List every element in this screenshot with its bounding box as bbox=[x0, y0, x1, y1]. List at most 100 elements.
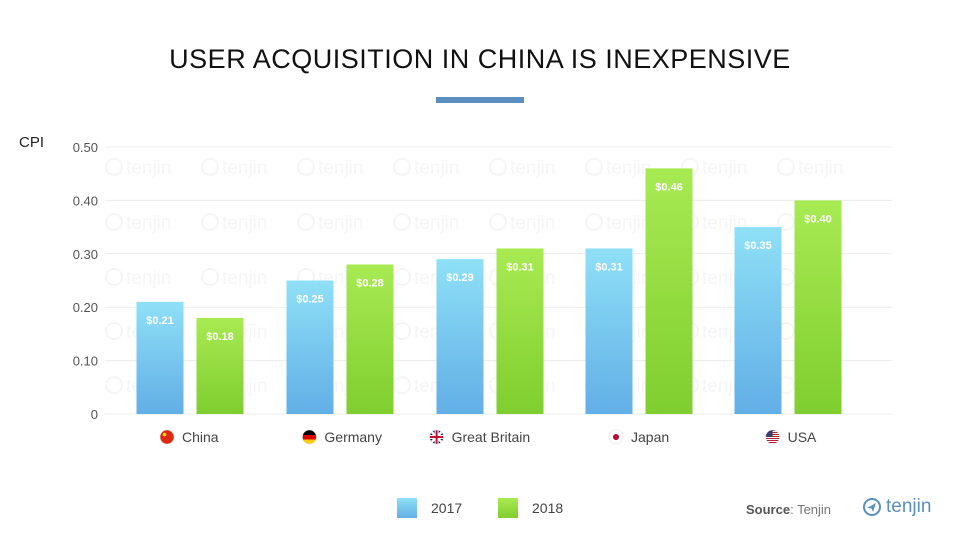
germany-flag-icon bbox=[302, 430, 317, 444]
watermark: tenjin bbox=[585, 158, 651, 179]
bar-2017-great-britain bbox=[436, 259, 484, 414]
tenjin-logo-text: tenjin bbox=[886, 496, 932, 517]
watermark: tenjin bbox=[105, 158, 171, 179]
bar-2018-japan bbox=[645, 168, 693, 414]
y-tick-label: 0.10 bbox=[73, 354, 98, 369]
watermark: tenjin bbox=[393, 158, 459, 179]
legend-label-2018: 2018 bbox=[532, 500, 564, 516]
source-label: Source bbox=[746, 502, 791, 517]
watermark: tenjin bbox=[585, 213, 651, 234]
bar-2017-japan bbox=[585, 248, 633, 414]
x-category-japan: Japan bbox=[608, 429, 669, 445]
watermark-logo-icon bbox=[585, 158, 603, 176]
watermark-logo-icon bbox=[777, 158, 795, 176]
watermark-logo-icon bbox=[105, 376, 123, 394]
watermark-text: tenjin bbox=[606, 213, 651, 234]
bar-data-label: $0.31 bbox=[595, 261, 623, 273]
watermark: tenjin bbox=[105, 268, 171, 289]
bar-data-label: $0.40 bbox=[804, 213, 832, 225]
source-note: Source: Tenjin bbox=[746, 502, 831, 517]
watermark-logo-icon bbox=[585, 213, 603, 231]
y-tick-label: 0.50 bbox=[73, 140, 98, 155]
y-tick-label: 0.40 bbox=[73, 193, 98, 208]
watermark-text: tenjin bbox=[510, 158, 555, 179]
y-axis-title: CPI bbox=[19, 134, 45, 151]
watermark: tenjin bbox=[777, 158, 843, 179]
china-flag-icon bbox=[160, 430, 174, 444]
x-axis-categories: China Germany Great Britain Japan USA bbox=[159, 429, 817, 445]
x-tick-label: USA bbox=[788, 429, 817, 445]
watermark-logo-icon bbox=[105, 213, 123, 231]
watermark: tenjin bbox=[393, 213, 459, 234]
germany-flag-icon-outline bbox=[302, 429, 317, 445]
tenjin-logo: tenjin bbox=[862, 496, 931, 518]
japan-flag-icon-outline bbox=[608, 429, 624, 445]
great-britain-flag-icon-outline bbox=[429, 429, 444, 445]
usa-flag-icon-outline bbox=[765, 429, 780, 445]
bar-2017-usa bbox=[734, 227, 782, 414]
watermark-logo-icon bbox=[489, 213, 507, 231]
bars-layer: $0.21 $0.18 $0.25 $0.28 $0.29 $0.31 $0.31 $0.46… bbox=[136, 168, 842, 414]
bar-data-label: $0.25 bbox=[296, 294, 324, 306]
watermark: tenjin bbox=[489, 158, 555, 179]
y-axis-ticks: 0 0.10 0.20 0.30 0.40 0.50 bbox=[73, 140, 98, 422]
watermark-logo-icon bbox=[201, 213, 219, 231]
watermark-text: tenjin bbox=[222, 213, 267, 234]
y-tick-label: 0.30 bbox=[73, 247, 98, 262]
watermark-logo-icon bbox=[393, 158, 411, 176]
watermark-logo-icon bbox=[297, 213, 315, 231]
watermark-logo-icon bbox=[393, 268, 411, 286]
watermark-text: tenjin bbox=[414, 213, 459, 234]
watermark-text: tenjin bbox=[798, 158, 843, 179]
watermark: tenjin bbox=[297, 158, 363, 179]
bar-2017-germany bbox=[286, 280, 334, 414]
watermark-text: tenjin bbox=[318, 158, 363, 179]
x-category-china: China bbox=[159, 429, 219, 445]
usa-flag-icon bbox=[765, 430, 780, 444]
watermark-logo-icon bbox=[105, 158, 123, 176]
bar-2017-china bbox=[136, 301, 184, 414]
watermark-logo-icon bbox=[393, 322, 411, 340]
great-britain-flag-icon bbox=[429, 430, 444, 444]
watermark-text: tenjin bbox=[126, 213, 171, 234]
y-tick-label: 0.20 bbox=[73, 300, 98, 315]
y-tick-label: 0 bbox=[91, 407, 98, 422]
legend-swatch-2018 bbox=[498, 498, 518, 518]
watermark: tenjin bbox=[201, 268, 267, 289]
title-underline bbox=[436, 97, 524, 103]
bar-data-label: $0.35 bbox=[744, 240, 772, 252]
x-category-usa: USA bbox=[765, 429, 817, 445]
watermark-text: tenjin bbox=[222, 268, 267, 289]
source-value: : Tenjin bbox=[790, 502, 832, 517]
japan-flag-icon bbox=[609, 430, 623, 444]
bar-2018-usa bbox=[794, 200, 842, 414]
x-tick-label: China bbox=[182, 429, 219, 445]
watermark-logo-icon bbox=[393, 213, 411, 231]
watermark-logo-icon bbox=[777, 213, 795, 231]
bar-2018-china bbox=[196, 317, 244, 414]
bar-data-label: $0.46 bbox=[655, 181, 683, 193]
x-category-great-britain: Great Britain bbox=[429, 429, 531, 445]
watermark: tenjin bbox=[489, 213, 555, 234]
x-tick-label: Japan bbox=[631, 429, 669, 445]
watermark-logo-icon bbox=[489, 158, 507, 176]
x-tick-label: Great Britain bbox=[452, 429, 531, 445]
watermark-text: tenjin bbox=[126, 268, 171, 289]
bar-data-label: $0.31 bbox=[506, 261, 534, 273]
bar-2018-germany bbox=[346, 264, 394, 414]
legend-label-2017: 2017 bbox=[431, 500, 463, 516]
bar-data-label: $0.21 bbox=[146, 315, 174, 327]
china-flag-icon-outline bbox=[159, 429, 175, 445]
x-category-germany: Germany bbox=[302, 429, 382, 445]
watermark-logo-icon bbox=[393, 376, 411, 394]
chart-title: USER ACQUISITION IN CHINA IS INEXPENSIVE bbox=[169, 44, 791, 74]
watermark-logo-icon bbox=[105, 268, 123, 286]
watermark-logo-icon bbox=[297, 158, 315, 176]
watermark-text: tenjin bbox=[702, 158, 747, 179]
bar-data-label: $0.29 bbox=[446, 272, 474, 284]
watermark-text: tenjin bbox=[606, 158, 651, 179]
watermark-logo-icon bbox=[105, 322, 123, 340]
watermark: tenjin bbox=[297, 213, 363, 234]
watermark-text: tenjin bbox=[510, 213, 555, 234]
